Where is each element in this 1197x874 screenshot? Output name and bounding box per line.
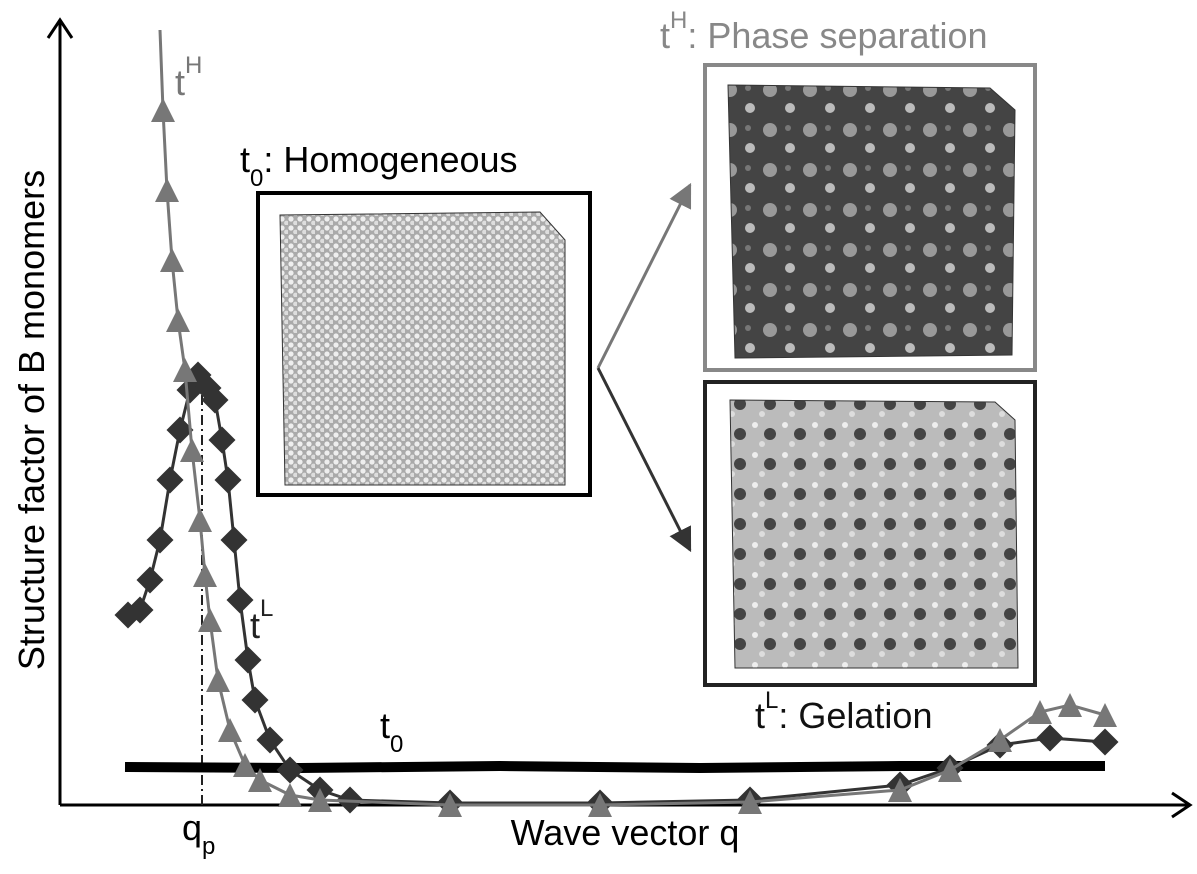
caption: : Homogeneous	[263, 139, 517, 180]
t: t	[240, 139, 250, 180]
arrow	[596, 367, 692, 553]
th-label: tH	[175, 52, 202, 103]
t: t	[250, 605, 260, 646]
panel-title: tH: Phase separation	[660, 7, 988, 56]
panel-gelation: tL: Gelation	[703, 380, 1037, 736]
t: t	[660, 15, 670, 56]
q-peak-label: qp	[182, 807, 215, 860]
caption: : Gelation	[778, 695, 932, 736]
t: t	[380, 705, 390, 746]
arrow	[596, 182, 692, 369]
t: t	[755, 695, 765, 736]
sub: 0	[390, 731, 403, 758]
sup: H	[670, 7, 687, 34]
y-axis-label: Structure factor of B monomers	[11, 170, 52, 670]
panel-title: tL: Gelation	[755, 687, 932, 736]
t0-label: t0	[380, 705, 403, 758]
panel-homogeneous: t0: Homogeneous	[240, 139, 592, 497]
x-axis-label: Wave vector q	[511, 812, 740, 853]
panel-title: t0: Homogeneous	[240, 139, 518, 192]
caption: : Phase separation	[687, 15, 987, 56]
sub: p	[202, 833, 215, 860]
panel-phase-separation: tH: Phase separation	[660, 7, 1037, 372]
curve-th	[151, 29, 1117, 817]
q: q	[182, 807, 202, 848]
sup: H	[185, 52, 202, 79]
sup: L	[260, 595, 273, 622]
t: t	[175, 62, 185, 103]
sup: L	[765, 687, 778, 714]
sub: 0	[250, 165, 263, 192]
tl-label: tL	[250, 595, 273, 646]
